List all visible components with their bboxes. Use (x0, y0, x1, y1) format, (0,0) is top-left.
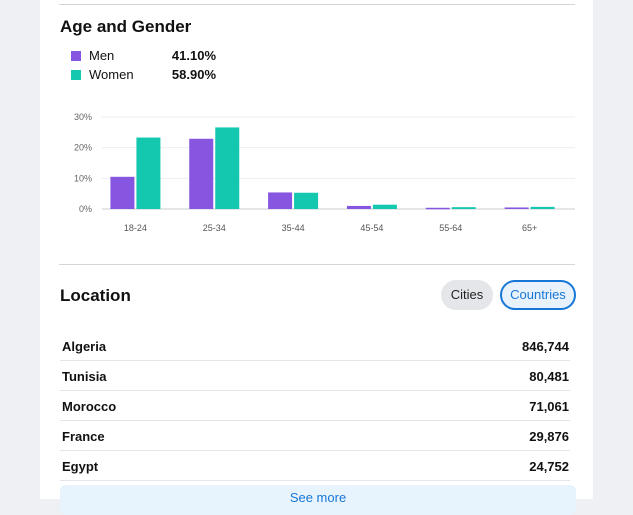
location-row: Tunisia 80,481 (60, 361, 570, 391)
section-divider (59, 264, 575, 265)
bar-women-45-54 (372, 204, 397, 209)
tab-cities[interactable]: Cities (441, 280, 493, 310)
country-value: 80,481 (529, 369, 569, 384)
country-value: 24,752 (529, 459, 569, 474)
x-tick-label: 35-44 (282, 223, 305, 233)
x-tick-label: 45-54 (360, 223, 383, 233)
bar-men-55-64 (425, 207, 450, 210)
country-name: Morocco (62, 399, 117, 414)
men-swatch (71, 51, 81, 61)
legend-men-percent: 41.10% (171, 48, 216, 63)
top-divider (59, 4, 575, 5)
insights-card: Age and Gender Men 41.10% Women 58.90% 0… (40, 0, 593, 515)
bar-women-25-34 (215, 127, 240, 209)
y-tick-label: 0% (79, 204, 92, 214)
legend-women-percent: 58.90% (171, 67, 216, 82)
tab-countries[interactable]: Countries (500, 280, 576, 310)
bar-men-35-44 (268, 192, 293, 209)
y-tick-label: 10% (74, 173, 92, 183)
bar-women-65+ (530, 206, 555, 209)
bar-women-35-44 (294, 192, 319, 209)
location-title: Location (60, 286, 131, 305)
location-row: Algeria 846,744 (60, 331, 570, 361)
country-name: France (62, 429, 105, 444)
bar-men-45-54 (346, 205, 371, 209)
bar-women-55-64 (451, 207, 476, 209)
x-tick-label: 55-64 (439, 223, 462, 233)
country-value: 846,744 (522, 339, 569, 354)
location-row: Morocco 71,061 (60, 391, 570, 421)
x-tick-label: 18-24 (124, 223, 147, 233)
bar-men-65+ (504, 207, 529, 209)
age-gender-bar-chart: 0% 10% 20% 30% 18-24 25-34 35-44 45-54 55-64 65+ (74, 112, 575, 233)
bar-men-18-24 (110, 176, 135, 209)
y-tick-label: 20% (74, 143, 92, 153)
location-row: France 29,876 (60, 421, 570, 451)
country-value: 29,876 (529, 429, 569, 444)
legend-men-label: Men (89, 48, 115, 63)
country-name: Algeria (62, 339, 107, 354)
x-tick-label: 65+ (522, 223, 537, 233)
country-name: Egypt (62, 459, 99, 474)
country-name: Tunisia (62, 369, 107, 384)
legend-women-label: Women (89, 67, 134, 82)
see-more-button[interactable]: See more (60, 485, 576, 515)
x-tick-label: 25-34 (203, 223, 226, 233)
country-value: 71,061 (529, 399, 569, 414)
women-swatch (71, 70, 81, 80)
location-row: Egypt 24,752 (60, 451, 570, 481)
bar-men-25-34 (189, 138, 214, 209)
age-gender-title: Age and Gender (60, 17, 192, 36)
bar-women-18-24 (136, 137, 161, 209)
y-tick-label: 30% (74, 112, 92, 122)
